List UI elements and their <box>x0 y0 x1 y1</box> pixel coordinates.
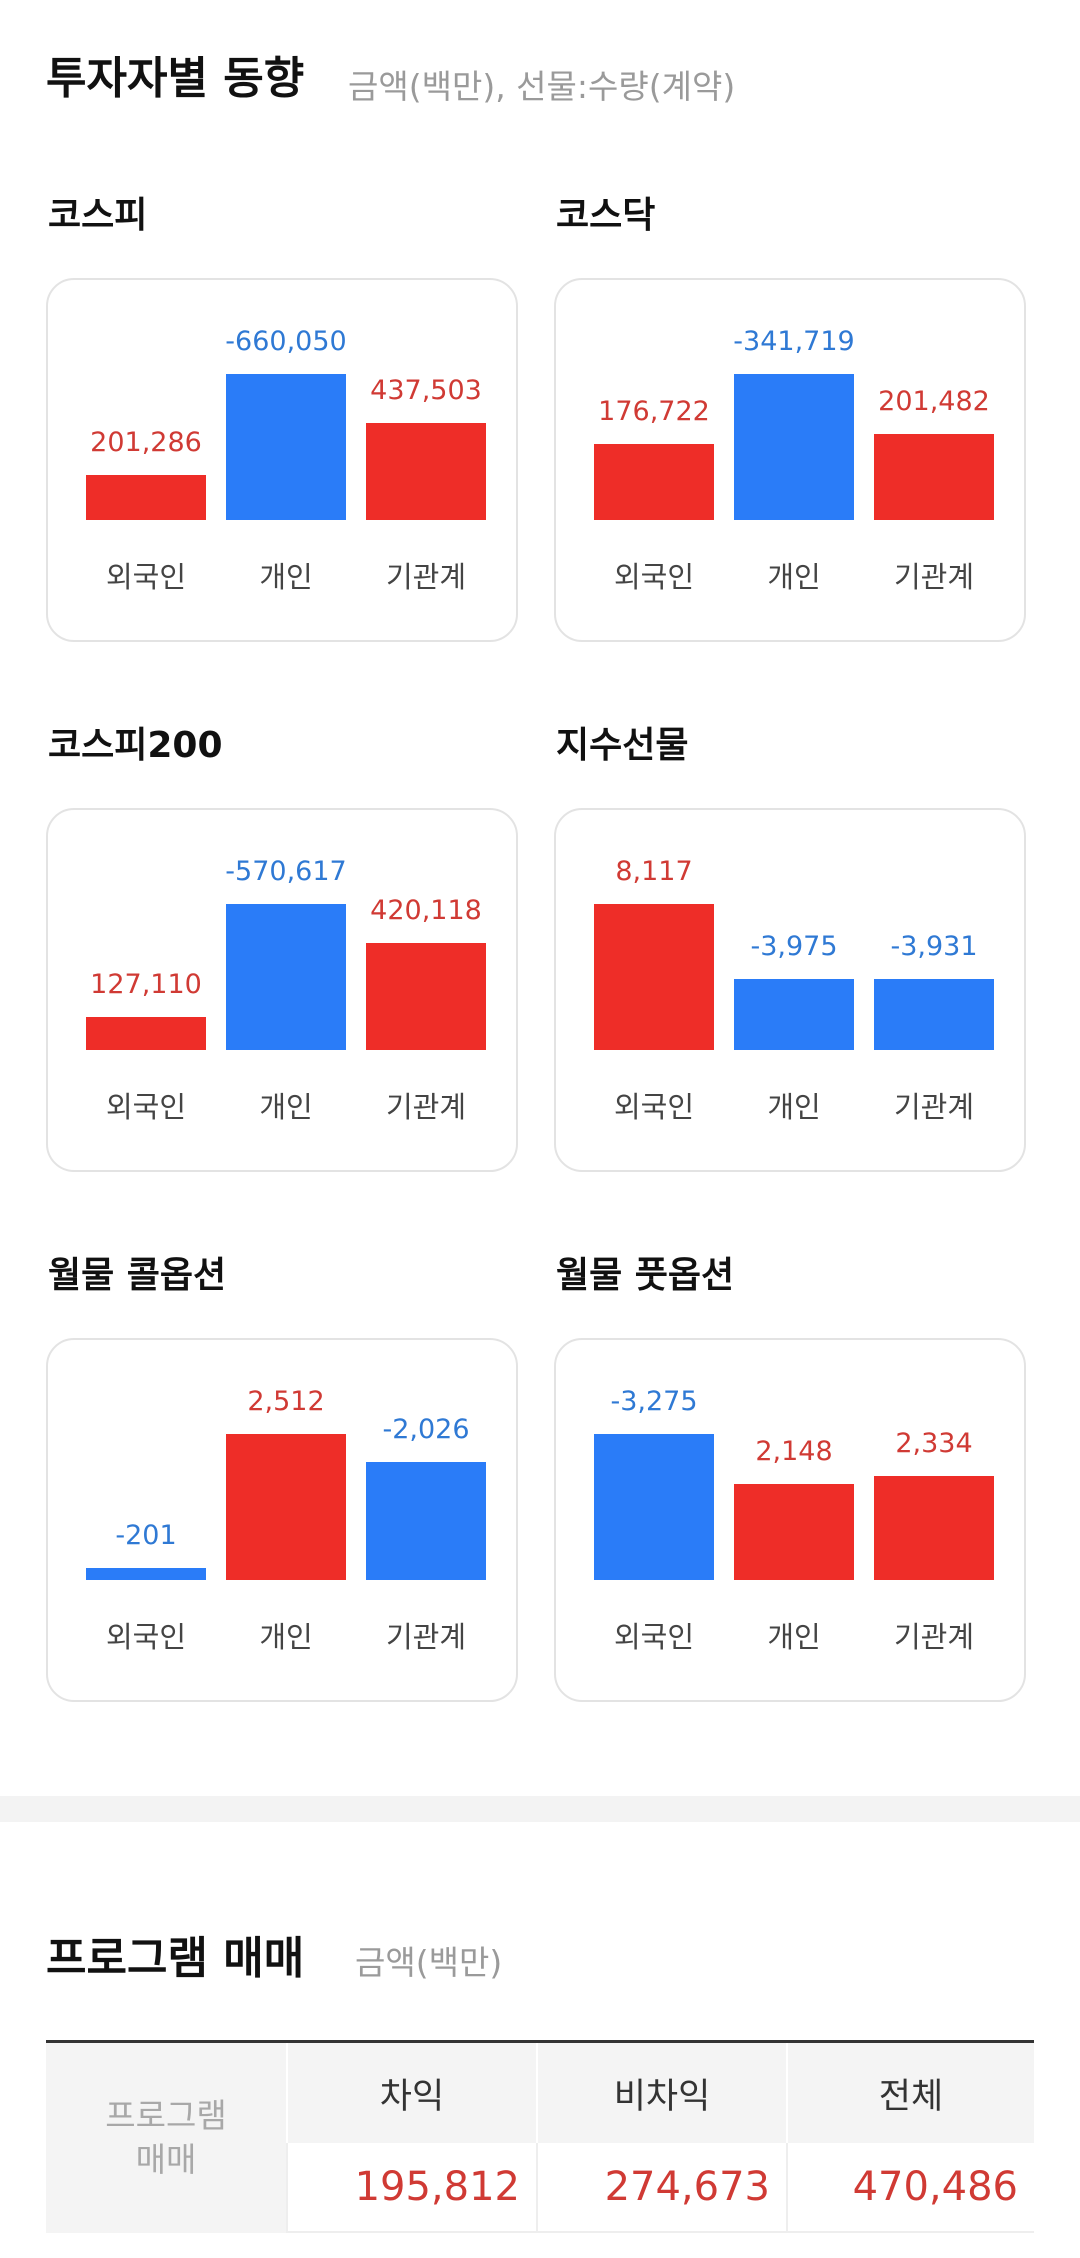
program-section-title: 프로그램 매매 <box>46 1933 305 1984</box>
card-5-bar-foreign <box>86 1568 206 1580</box>
card-3-title: 코스피200 <box>48 725 223 766</box>
card-3-label-individual: 개인 <box>259 1090 313 1124</box>
card-5-label-institution: 기관계 <box>385 1620 467 1654</box>
card-4-bar-foreign <box>594 904 714 1050</box>
card-3-bar-foreign <box>86 1017 206 1050</box>
card-1-bar-individual <box>226 374 346 520</box>
card-2-label-institution: 기관계 <box>893 560 975 594</box>
card-6-bar-institution <box>874 1476 994 1580</box>
table-value-arbitrage: 195,812 <box>286 2143 536 2233</box>
card-2-value-foreign: 176,722 <box>598 396 710 427</box>
card-3: 127,110 외국인 -570,617 개인 420,118 기관계 <box>46 808 518 1172</box>
card-4-label-individual: 개인 <box>767 1090 821 1124</box>
card-5-value-institution: -2,026 <box>382 1414 470 1445</box>
card-1-value-foreign: 201,286 <box>90 427 202 458</box>
card-6-bar-individual <box>734 1484 854 1580</box>
card-4-title: 지수선물 <box>556 725 689 766</box>
card-4-bar-institution <box>874 979 994 1050</box>
card-6-label-individual: 개인 <box>767 1620 821 1654</box>
card-4-label-institution: 기관계 <box>893 1090 975 1124</box>
card-3-label-institution: 기관계 <box>385 1090 467 1124</box>
card-1-label-institution: 기관계 <box>385 560 467 594</box>
card-4-bar-individual <box>734 979 854 1050</box>
card-1-title: 코스피 <box>48 195 148 236</box>
card-1-label-individual: 개인 <box>259 560 313 594</box>
card-3-value-institution: 420,118 <box>370 895 482 926</box>
card-5-title: 월물 콜옵션 <box>48 1255 227 1296</box>
card-2-bar-institution <box>874 434 994 520</box>
table-side-label-line1: 프로그램 <box>105 2096 227 2135</box>
card-5-bar-individual <box>226 1434 346 1580</box>
card-1: 201,286 외국인 -660,050 개인 437,503 기관계 <box>46 278 518 642</box>
card-5-bar-institution <box>366 1462 486 1580</box>
card-6-bar-foreign <box>594 1434 714 1580</box>
card-3-value-individual: -570,617 <box>225 856 347 887</box>
card-6-title: 월물 풋옵션 <box>556 1255 735 1296</box>
table-header-non-arbitrage: 비차익 <box>536 2043 786 2143</box>
card-4-value-institution: -3,931 <box>890 931 978 962</box>
card-5-label-foreign: 외국인 <box>105 1620 187 1654</box>
card-5-value-individual: 2,512 <box>247 1386 325 1417</box>
program-trading-table: 프로그램 매매 차익 비차익 전체 195,812 274,673 470,48… <box>46 2040 1034 2233</box>
card-2-bar-individual <box>734 374 854 520</box>
card-3-value-foreign: 127,110 <box>90 969 202 1000</box>
table-header-arbitrage: 차익 <box>286 2043 536 2143</box>
table-side-label: 프로그램 매매 <box>46 2043 286 2233</box>
card-4: 8,117 외국인 -3,975 개인 -3,931 기관계 <box>554 808 1026 1172</box>
card-2-value-individual: -341,719 <box>733 326 855 357</box>
card-1-value-individual: -660,050 <box>225 326 347 357</box>
card-1-label-foreign: 외국인 <box>105 560 187 594</box>
card-5-value-foreign: -201 <box>115 1520 177 1551</box>
card-3-label-foreign: 외국인 <box>105 1090 187 1124</box>
card-5-label-individual: 개인 <box>259 1620 313 1654</box>
card-1-value-institution: 437,503 <box>370 375 482 406</box>
card-6-label-institution: 기관계 <box>893 1620 975 1654</box>
card-2-label-individual: 개인 <box>767 560 821 594</box>
card-1-bar-foreign <box>86 475 206 520</box>
card-4-label-foreign: 외국인 <box>613 1090 695 1124</box>
card-6-label-foreign: 외국인 <box>613 1620 695 1654</box>
investor-section-subtitle: 금액(백만), 선물:수량(계약) <box>348 67 736 106</box>
card-1-bar-institution <box>366 423 486 520</box>
card-2-label-foreign: 외국인 <box>613 560 695 594</box>
card-6-value-institution: 2,334 <box>895 1428 973 1459</box>
card-4-value-foreign: 8,117 <box>615 856 693 887</box>
table-side-label-line2: 매매 <box>135 2140 197 2179</box>
card-2-title: 코스닥 <box>556 195 656 236</box>
card-2-bar-foreign <box>594 444 714 520</box>
card-3-bar-individual <box>226 904 346 1050</box>
investor-section-title: 투자자별 동향 <box>46 53 305 104</box>
card-6-value-foreign: -3,275 <box>610 1386 698 1417</box>
card-2-value-institution: 201,482 <box>878 386 990 417</box>
section-divider <box>0 1796 1080 1822</box>
table-header-total: 전체 <box>786 2043 1034 2143</box>
table-value-non-arbitrage: 274,673 <box>536 2143 786 2233</box>
card-6: -3,275 외국인 2,148 개인 2,334 기관계 <box>554 1338 1026 1702</box>
card-6-value-individual: 2,148 <box>755 1436 833 1467</box>
card-4-value-individual: -3,975 <box>750 931 838 962</box>
card-5: -201 외국인 2,512 개인 -2,026 기관계 <box>46 1338 518 1702</box>
table-value-total: 470,486 <box>786 2143 1034 2233</box>
card-3-bar-institution <box>366 943 486 1050</box>
card-2: 176,722 외국인 -341,719 개인 201,482 기관계 <box>554 278 1026 642</box>
program-section-subtitle: 금액(백만) <box>355 1943 503 1982</box>
